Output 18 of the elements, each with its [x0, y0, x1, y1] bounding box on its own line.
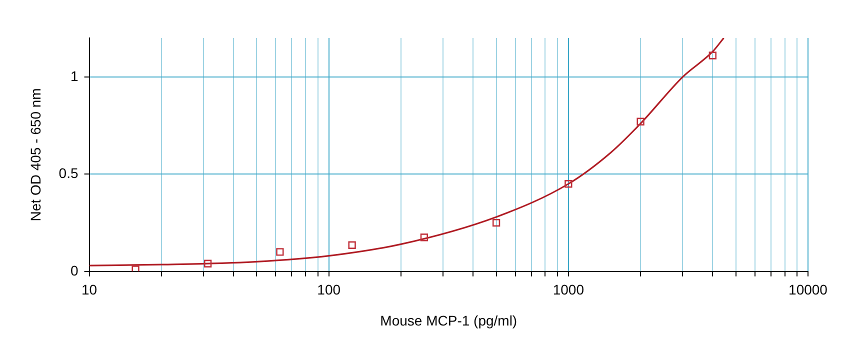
point: [204, 260, 212, 268]
point: [348, 241, 356, 249]
point: [708, 52, 716, 60]
x-tick-label: 10000: [788, 282, 828, 298]
point: [492, 218, 500, 227]
y-tick-label: 1: [70, 68, 78, 84]
x-tick-label: 1000: [552, 282, 584, 298]
y-axis-title: Net OD 405 - 650 nm: [27, 88, 44, 222]
x-tick-label: 10: [81, 282, 98, 298]
point: [276, 248, 284, 256]
y-tick-label: 0: [70, 262, 78, 278]
x-tick-label: 100: [317, 282, 341, 298]
x-axis-title: Mouse MCP-1 (pg/ml): [380, 312, 518, 328]
y-tick-label: 0.5: [58, 165, 78, 182]
point: [636, 118, 644, 126]
point: [564, 180, 572, 188]
point: [420, 234, 428, 242]
point: [132, 266, 140, 272]
